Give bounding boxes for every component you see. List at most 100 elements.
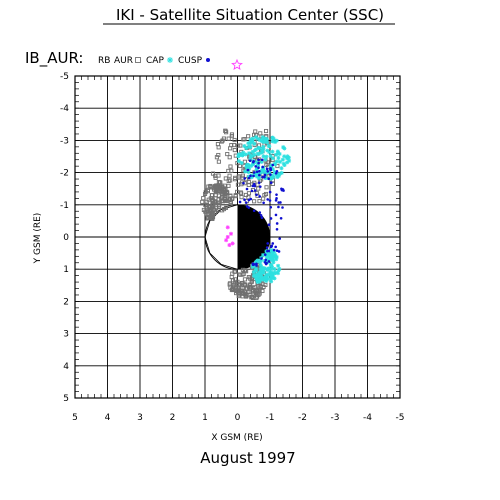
- data-point: [216, 152, 221, 158]
- data-point: [271, 163, 275, 167]
- data-point: [251, 184, 255, 188]
- data-point: [269, 205, 273, 209]
- data-point: [216, 193, 221, 198]
- data-point: [251, 285, 256, 291]
- data-point: [248, 282, 253, 287]
- data-point: [223, 205, 229, 210]
- data-point: [221, 136, 226, 141]
- data-point-stroke: [259, 275, 263, 279]
- data-point-stroke: [265, 268, 269, 272]
- y-tick-label: 4: [63, 362, 69, 372]
- data-point-stroke: [282, 163, 287, 167]
- data-point: [245, 187, 249, 191]
- data-point: [246, 168, 250, 172]
- data-point: [200, 199, 205, 204]
- chart-title: IKI - Satellite Situation Center (SSC): [116, 6, 384, 24]
- data-point: [274, 245, 277, 249]
- data-point: [226, 168, 231, 173]
- data-point-stroke: [256, 278, 261, 283]
- data-point: [244, 146, 249, 151]
- data-point-stroke: [265, 148, 270, 153]
- data-point-stroke: [247, 151, 251, 156]
- data-point-stroke: [270, 275, 275, 280]
- data-point: [261, 154, 266, 159]
- data-point-stroke: [276, 271, 280, 276]
- data-point: [274, 171, 278, 175]
- data-point: [213, 196, 218, 201]
- y-tick-label: 3: [63, 330, 69, 340]
- data-point: [235, 161, 240, 166]
- legend-label: RB: [98, 56, 110, 66]
- data-point-stroke: [248, 145, 253, 149]
- data-point-stroke: [264, 279, 268, 283]
- data-point: [274, 213, 278, 217]
- data-point-stroke: [272, 271, 277, 276]
- data-point: [243, 169, 248, 174]
- data-point: [265, 246, 269, 249]
- data-point: [246, 141, 251, 146]
- data-point: [261, 165, 265, 169]
- data-point-stroke: [277, 267, 282, 271]
- data-point: [265, 254, 270, 259]
- data-point-stroke: [257, 176, 261, 180]
- data-point-stroke: [261, 277, 266, 282]
- legend: RB AUR CAP CUSP: [98, 56, 243, 70]
- data-point-stroke: [276, 156, 281, 160]
- data-point-stroke: [259, 263, 263, 268]
- data-point: [201, 207, 206, 213]
- x-tick-label: 1: [202, 413, 208, 423]
- data-point: [260, 288, 265, 294]
- data-point: [247, 276, 252, 281]
- data-point: [252, 209, 256, 213]
- data-point: [279, 166, 284, 171]
- data-point-stroke: [258, 260, 262, 265]
- data-point: [211, 201, 216, 206]
- data-point-stroke: [271, 255, 275, 259]
- data-point-stroke: [282, 146, 287, 151]
- data-point: [231, 143, 237, 148]
- data-point: [214, 183, 219, 188]
- data-point-stroke: [267, 150, 271, 154]
- data-point: [282, 154, 287, 159]
- data-point: [247, 151, 252, 156]
- data-point: [235, 182, 240, 187]
- data-point: [250, 277, 255, 282]
- data-point: [210, 171, 216, 176]
- data-point: [264, 258, 268, 262]
- data-point: [259, 274, 264, 279]
- data-point: [232, 137, 237, 143]
- legend-swatch: [231, 58, 243, 70]
- data-point: [274, 138, 279, 143]
- data-point: [247, 176, 251, 180]
- rb-curve: [204, 204, 238, 270]
- data-point: [265, 148, 270, 153]
- data-point: [230, 287, 235, 292]
- data-point: [208, 214, 213, 219]
- data-point-stroke: [272, 267, 277, 271]
- data-point: [252, 148, 257, 153]
- x-tick-label: -5: [396, 413, 405, 423]
- data-point: [278, 237, 281, 240]
- data-point: [256, 152, 261, 157]
- data-point: [240, 272, 245, 277]
- data-point: [210, 216, 215, 222]
- data-point: [252, 263, 256, 266]
- data-point: [280, 157, 285, 162]
- data-point: [226, 136, 231, 141]
- data-point: [274, 152, 279, 157]
- data-point: [258, 169, 261, 173]
- data-point: [269, 167, 272, 170]
- data-point: [262, 201, 265, 205]
- data-point: [216, 159, 221, 164]
- y-tick-label: 1: [63, 265, 69, 275]
- data-point: [259, 177, 264, 182]
- data-point: [229, 143, 234, 148]
- data-point: [269, 176, 274, 181]
- data-point: [287, 158, 292, 163]
- y-tick-label: -4: [60, 104, 69, 114]
- legend-swatch: [206, 58, 210, 62]
- data-point: [237, 163, 242, 169]
- data-point: [220, 208, 225, 213]
- data-point: [244, 201, 248, 204]
- y-tick-label: -5: [60, 72, 69, 82]
